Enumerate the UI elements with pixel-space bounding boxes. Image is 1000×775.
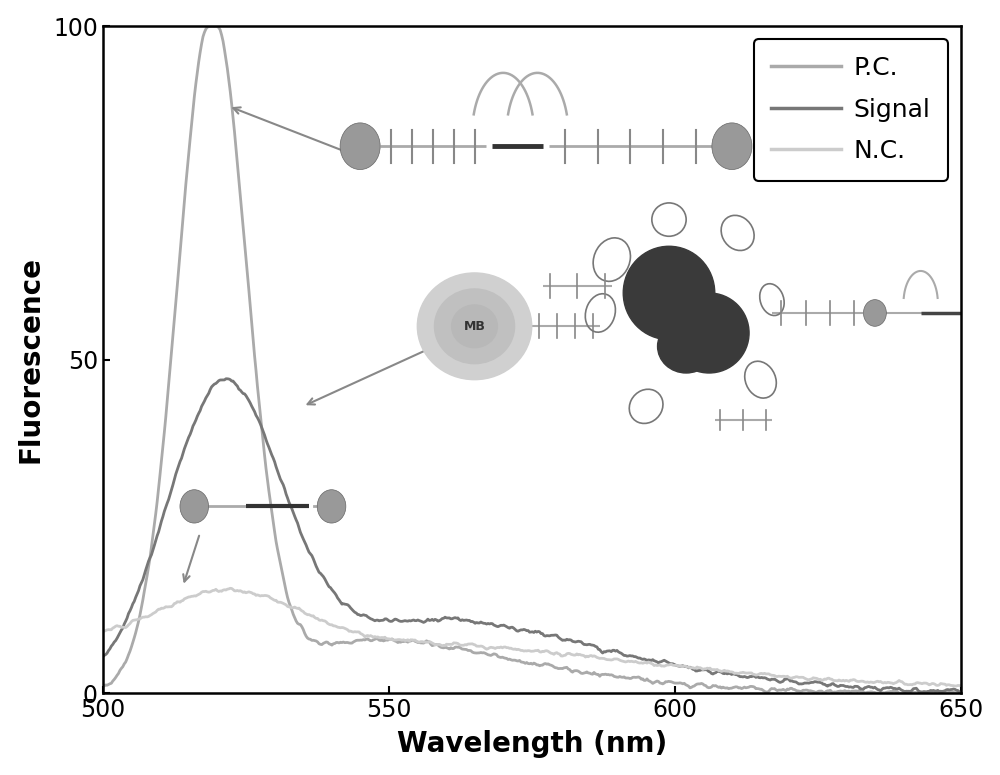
Signal [220,374,232,384]
Signal [744,672,756,681]
Circle shape [978,300,1000,326]
Signal [916,687,928,697]
N.C. [671,661,683,670]
Ellipse shape [623,246,715,339]
N.C. [319,616,331,625]
Circle shape [340,123,380,170]
N.C. [250,591,262,600]
Signal [319,574,331,584]
N.C. [955,681,967,691]
Signal [955,687,967,697]
Line: P.C.: P.C. [103,26,961,693]
P.C. [210,22,222,31]
Line: N.C.: N.C. [103,588,961,686]
Line: Signal: Signal [103,379,961,692]
P.C. [250,366,262,375]
Ellipse shape [452,305,497,348]
Signal [604,646,616,656]
P.C. [955,688,967,698]
N.C. [744,668,756,677]
Legend: P.C., Signal, N.C.: P.C., Signal, N.C. [754,39,948,181]
Ellipse shape [669,293,749,373]
N.C. [949,681,961,691]
P.C. [486,650,498,660]
Ellipse shape [434,289,515,363]
Circle shape [712,123,752,170]
Y-axis label: Fluorescence: Fluorescence [17,257,45,463]
Circle shape [317,490,346,523]
Signal [486,619,498,629]
P.C. [97,682,109,691]
P.C. [671,678,683,687]
P.C. [319,638,331,647]
N.C. [604,655,616,664]
N.C. [224,584,236,593]
Circle shape [863,300,886,326]
Circle shape [180,490,209,523]
P.C. [895,688,907,698]
N.C. [486,643,498,653]
N.C. [97,627,109,636]
X-axis label: Wavelength (nm): Wavelength (nm) [397,730,667,758]
P.C. [744,682,756,691]
Signal [97,653,109,662]
P.C. [604,670,616,680]
Ellipse shape [417,273,532,380]
Text: MB: MB [464,320,485,332]
Signal [671,661,683,670]
Signal [250,411,262,420]
Ellipse shape [658,319,715,373]
